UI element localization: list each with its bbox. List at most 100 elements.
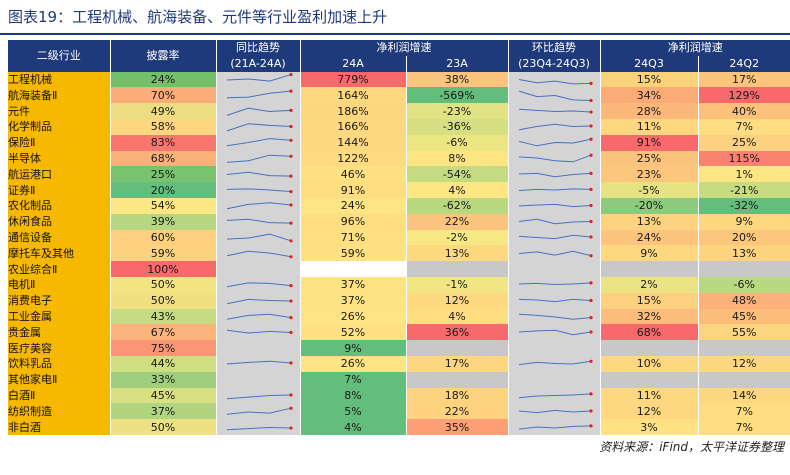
- qoq-sparkline: [518, 281, 593, 286]
- yoy-sparkline-line: [226, 74, 291, 82]
- disclosure-rate-cell: 50%: [109, 419, 216, 435]
- growth-23a-cell: -6%: [405, 134, 508, 151]
- growth-24a-cell: 7%: [299, 371, 406, 388]
- yoy-sparkline-end-point: [288, 138, 293, 143]
- growth-24q3-cell: 10%: [599, 355, 698, 372]
- disclosure-rate-cell: 58%: [109, 118, 216, 135]
- yoy-sparkline: [226, 202, 293, 210]
- yoy-sparkline-cell: [215, 197, 300, 214]
- growth-24q2-cell: 7%: [697, 419, 790, 435]
- yoy-sparkline-line: [226, 154, 291, 163]
- yoy-sparkline-end-point: [288, 361, 293, 365]
- qoq-sparkline-end-point: [588, 281, 593, 285]
- page-title: 图表19：工程机械、航海装备、元件等行业盈利加速上升: [8, 8, 388, 26]
- qoq-sparkline-line: [518, 282, 591, 286]
- disclosure-rate-cell: 50%: [109, 276, 216, 293]
- industry-name: 航海装备Ⅱ: [8, 87, 110, 104]
- table-row: 化学制品 58% 166% -36% 11% 7%: [8, 118, 790, 135]
- qoq-sparkline-cell: [507, 403, 600, 420]
- qoq-sparkline-line: [518, 90, 591, 101]
- growth-23a-cell: -23%: [405, 103, 508, 119]
- yoy-sparkline: [226, 171, 293, 178]
- growth-23a-cell: [405, 371, 508, 388]
- growth-23a-cell: -2%: [405, 229, 508, 246]
- qoq-sparkline-end-point: [588, 392, 593, 396]
- qoq-sparkline-cell: [507, 150, 600, 167]
- yoy-sparkline: [226, 329, 293, 334]
- table-row: 消费电子 50% 37% 12% 15% 48%: [8, 292, 790, 309]
- yoy-sparkline-cell: [215, 87, 300, 104]
- qoq-sparkline: [518, 360, 593, 366]
- yoy-sparkline-end-point: [288, 189, 293, 193]
- qoq-sparkline-end-point: [588, 220, 593, 224]
- qoq-sparkline: [518, 108, 593, 114]
- qoq-sparkline-line: [518, 361, 591, 366]
- qoq-sparkline: [518, 124, 593, 131]
- qoq-sparkline-line: [518, 299, 591, 303]
- yoy-sparkline-line: [226, 202, 291, 210]
- qoq-sparkline: [518, 250, 593, 258]
- table-row: 工程机械 24% 779% 38% 15% 17%: [8, 71, 790, 88]
- yoy-sparkline-cell: [215, 229, 300, 246]
- table-row: 医疗美容 75% 9%: [8, 340, 790, 356]
- industry-name: 非白酒: [8, 419, 110, 435]
- growth-24a-cell: 71%: [299, 229, 406, 246]
- qoq-sparkline-cell: [507, 387, 600, 404]
- qoq-sparkline-cell: [507, 118, 600, 135]
- qoq-sparkline-end-point: [588, 423, 593, 427]
- qoq-sparkline: [518, 234, 593, 240]
- yoy-sparkline: [226, 138, 293, 147]
- table-row: 农化制品 54% 24% -62% -20% -32%: [8, 197, 790, 214]
- growth-24q3-cell: 91%: [599, 134, 698, 151]
- disclosure-rate-cell: 20%: [109, 182, 216, 198]
- header-industry: 二级行业: [8, 40, 110, 72]
- qoq-sparkline-cell: [507, 182, 600, 198]
- yoy-sparkline: [226, 299, 293, 305]
- qoq-sparkline: [518, 423, 593, 430]
- growth-24q2-cell: 40%: [697, 103, 790, 119]
- growth-24q3-cell: 13%: [599, 213, 698, 230]
- yoy-sparkline-end-point: [288, 89, 293, 93]
- growth-24a-cell: 164%: [299, 87, 406, 104]
- growth-24a-cell: 52%: [299, 324, 406, 341]
- disclosure-rate-cell: 68%: [109, 150, 216, 167]
- industry-name: 电机Ⅱ: [8, 276, 110, 293]
- qoq-sparkline: [518, 218, 593, 225]
- growth-24q3-cell: [599, 340, 698, 356]
- growth-24a-cell: [299, 261, 406, 277]
- yoy-sparkline-end-point: [288, 203, 293, 207]
- growth-23a-cell: -62%: [405, 197, 508, 214]
- qoq-sparkline-end-point: [588, 153, 593, 157]
- header-24q2: 24Q2: [697, 55, 790, 72]
- qoq-sparkline: [518, 171, 593, 177]
- growth-24a-cell: 8%: [299, 387, 406, 404]
- table-row: 通信设备 60% 71% -2% 24% 20%: [8, 229, 790, 246]
- disclosure-rate-cell: 49%: [109, 103, 216, 119]
- table-row: 农业综合Ⅱ 100%: [8, 261, 790, 277]
- industry-name: 农业综合Ⅱ: [8, 261, 110, 277]
- yoy-sparkline-end-point: [288, 406, 293, 410]
- industry-name: 航运港口: [8, 166, 110, 183]
- yoy-sparkline-line: [226, 407, 291, 415]
- growth-24a-cell: 37%: [299, 276, 406, 293]
- yoy-sparkline: [226, 154, 293, 163]
- yoy-sparkline-cell: [215, 355, 300, 372]
- yoy-sparkline-end-point: [288, 254, 293, 259]
- yoy-sparkline-cell: [215, 371, 300, 388]
- qoq-sparkline-end-point: [588, 98, 593, 102]
- yoy-sparkline: [226, 107, 293, 116]
- disclosure-rate-cell: 59%: [109, 245, 216, 262]
- header-growth: 净利润增速: [299, 40, 508, 56]
- table-row: 白酒Ⅱ 45% 8% 18% 11% 14%: [8, 387, 790, 404]
- yoy-sparkline-line: [226, 90, 291, 98]
- growth-24a-cell: 5%: [299, 403, 406, 420]
- yoy-sparkline-line: [226, 361, 291, 365]
- industry-name: 摩托车及其他: [8, 245, 110, 262]
- disclosure-rate-cell: 54%: [109, 197, 216, 214]
- growth-24q2-cell: 48%: [697, 292, 790, 309]
- growth-24a-cell: 91%: [299, 182, 406, 198]
- yoy-sparkline-cell: [215, 292, 300, 309]
- yoy-sparkline-line: [226, 171, 291, 177]
- qoq-sparkline-line: [518, 187, 591, 191]
- growth-24q3-cell: 15%: [599, 71, 698, 88]
